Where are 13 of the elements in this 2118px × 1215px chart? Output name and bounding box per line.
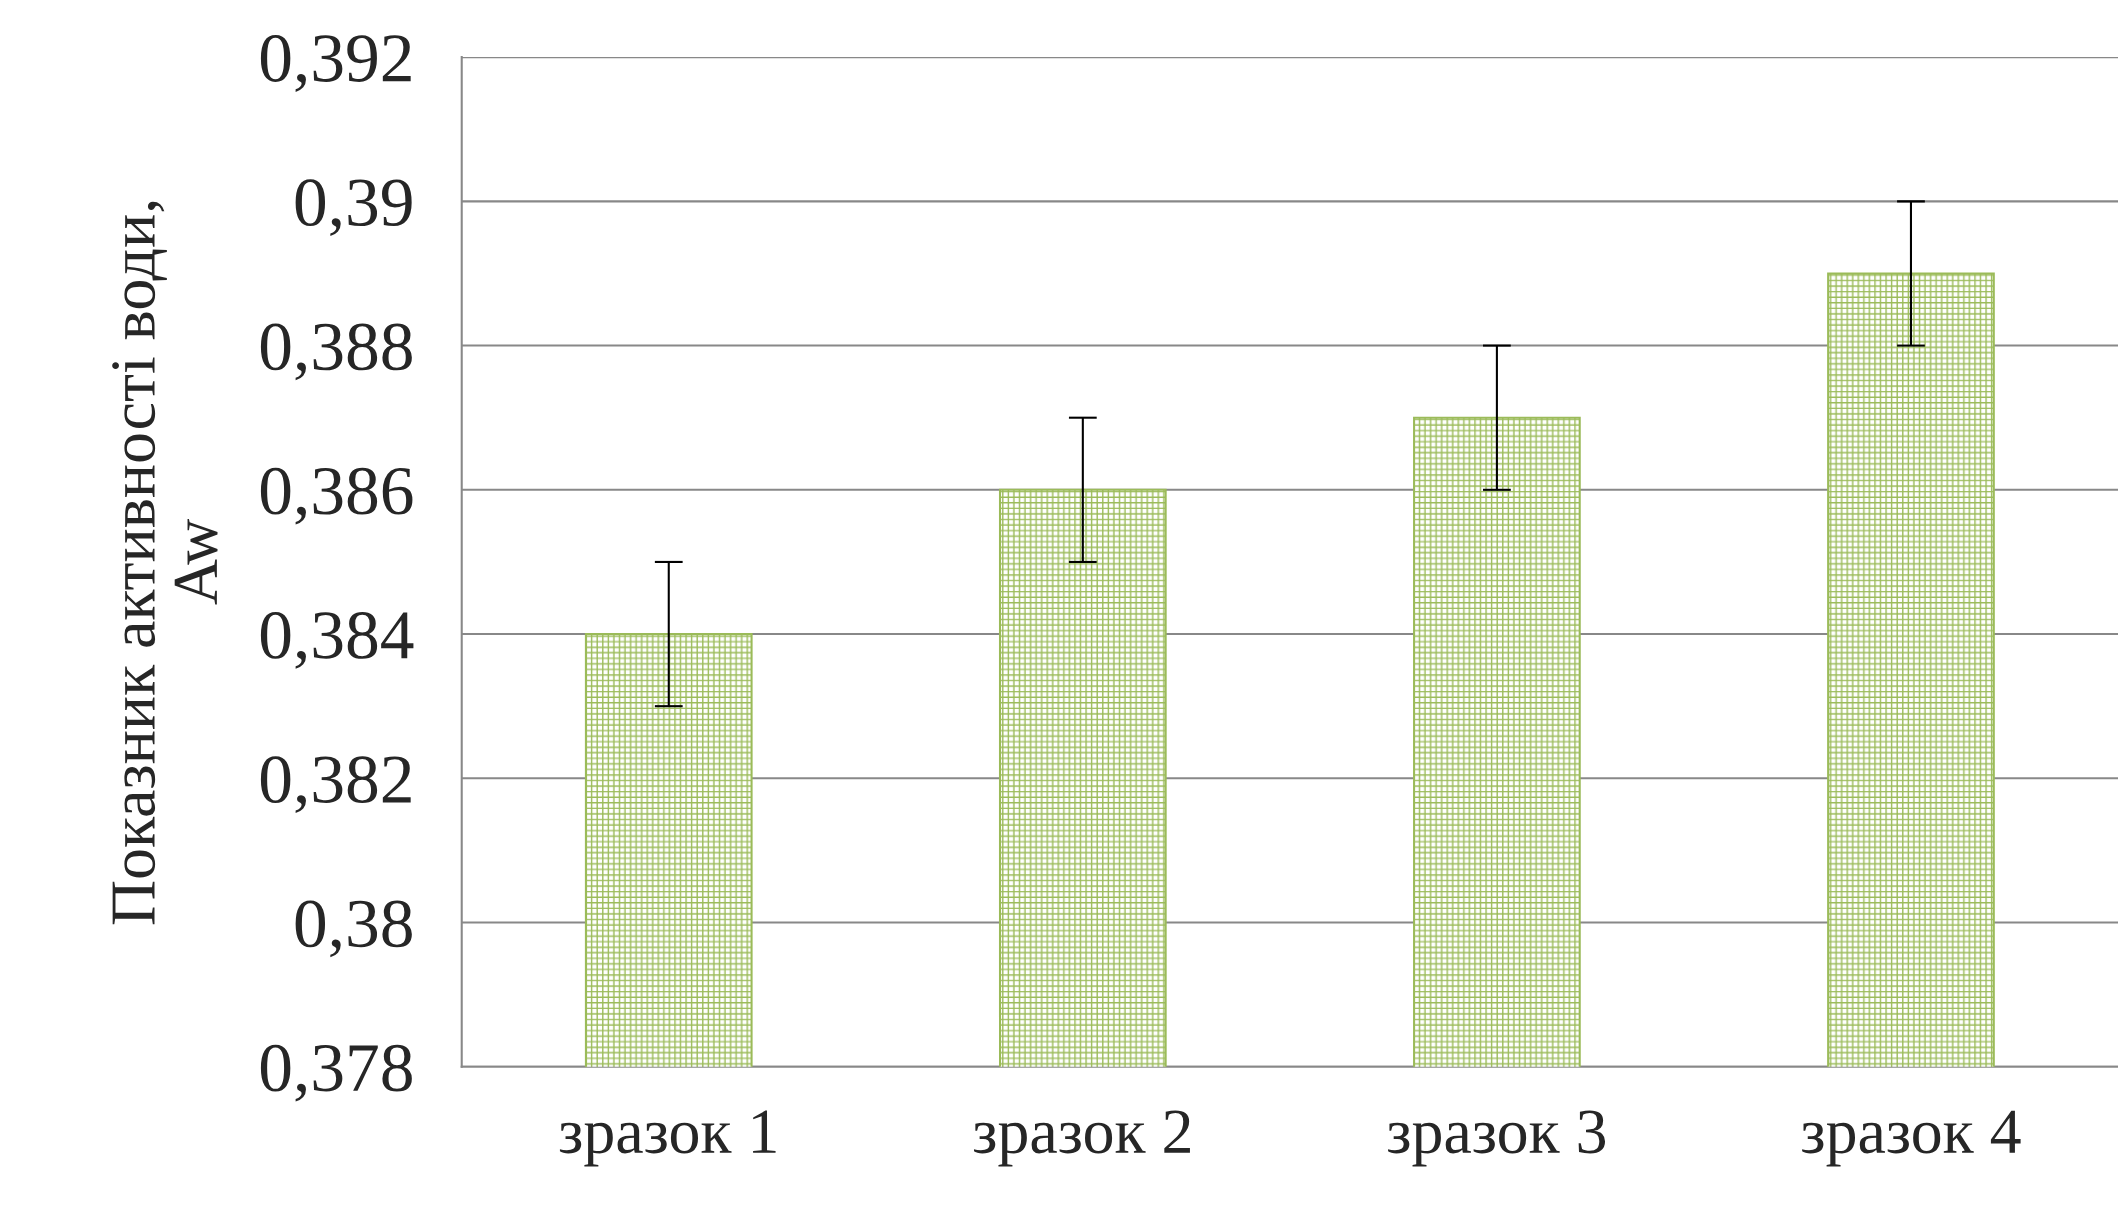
y-tick-label: 0,382	[260, 756, 411, 814]
y-tick-label: 0,39	[295, 179, 412, 237]
x-tick-label: зразок 3	[1388, 1110, 1606, 1167]
x-tick-label: зразок 1	[559, 1110, 776, 1167]
y-tick-label: 0,392	[260, 35, 411, 92]
y-axis-title: Показник активності води, Aw	[112, 201, 218, 925]
x-tick-label: зразок 4	[1802, 1110, 2021, 1167]
y-tick-label: 0,378	[260, 1044, 412, 1102]
y-tick-label: 0,388	[260, 323, 412, 381]
y-tick-label: 0,386	[260, 467, 413, 525]
x-tick-label: зразок 2	[974, 1110, 1190, 1167]
y-tick-label: 0,38	[295, 900, 412, 958]
y-tick-label: 0,384	[260, 611, 414, 669]
